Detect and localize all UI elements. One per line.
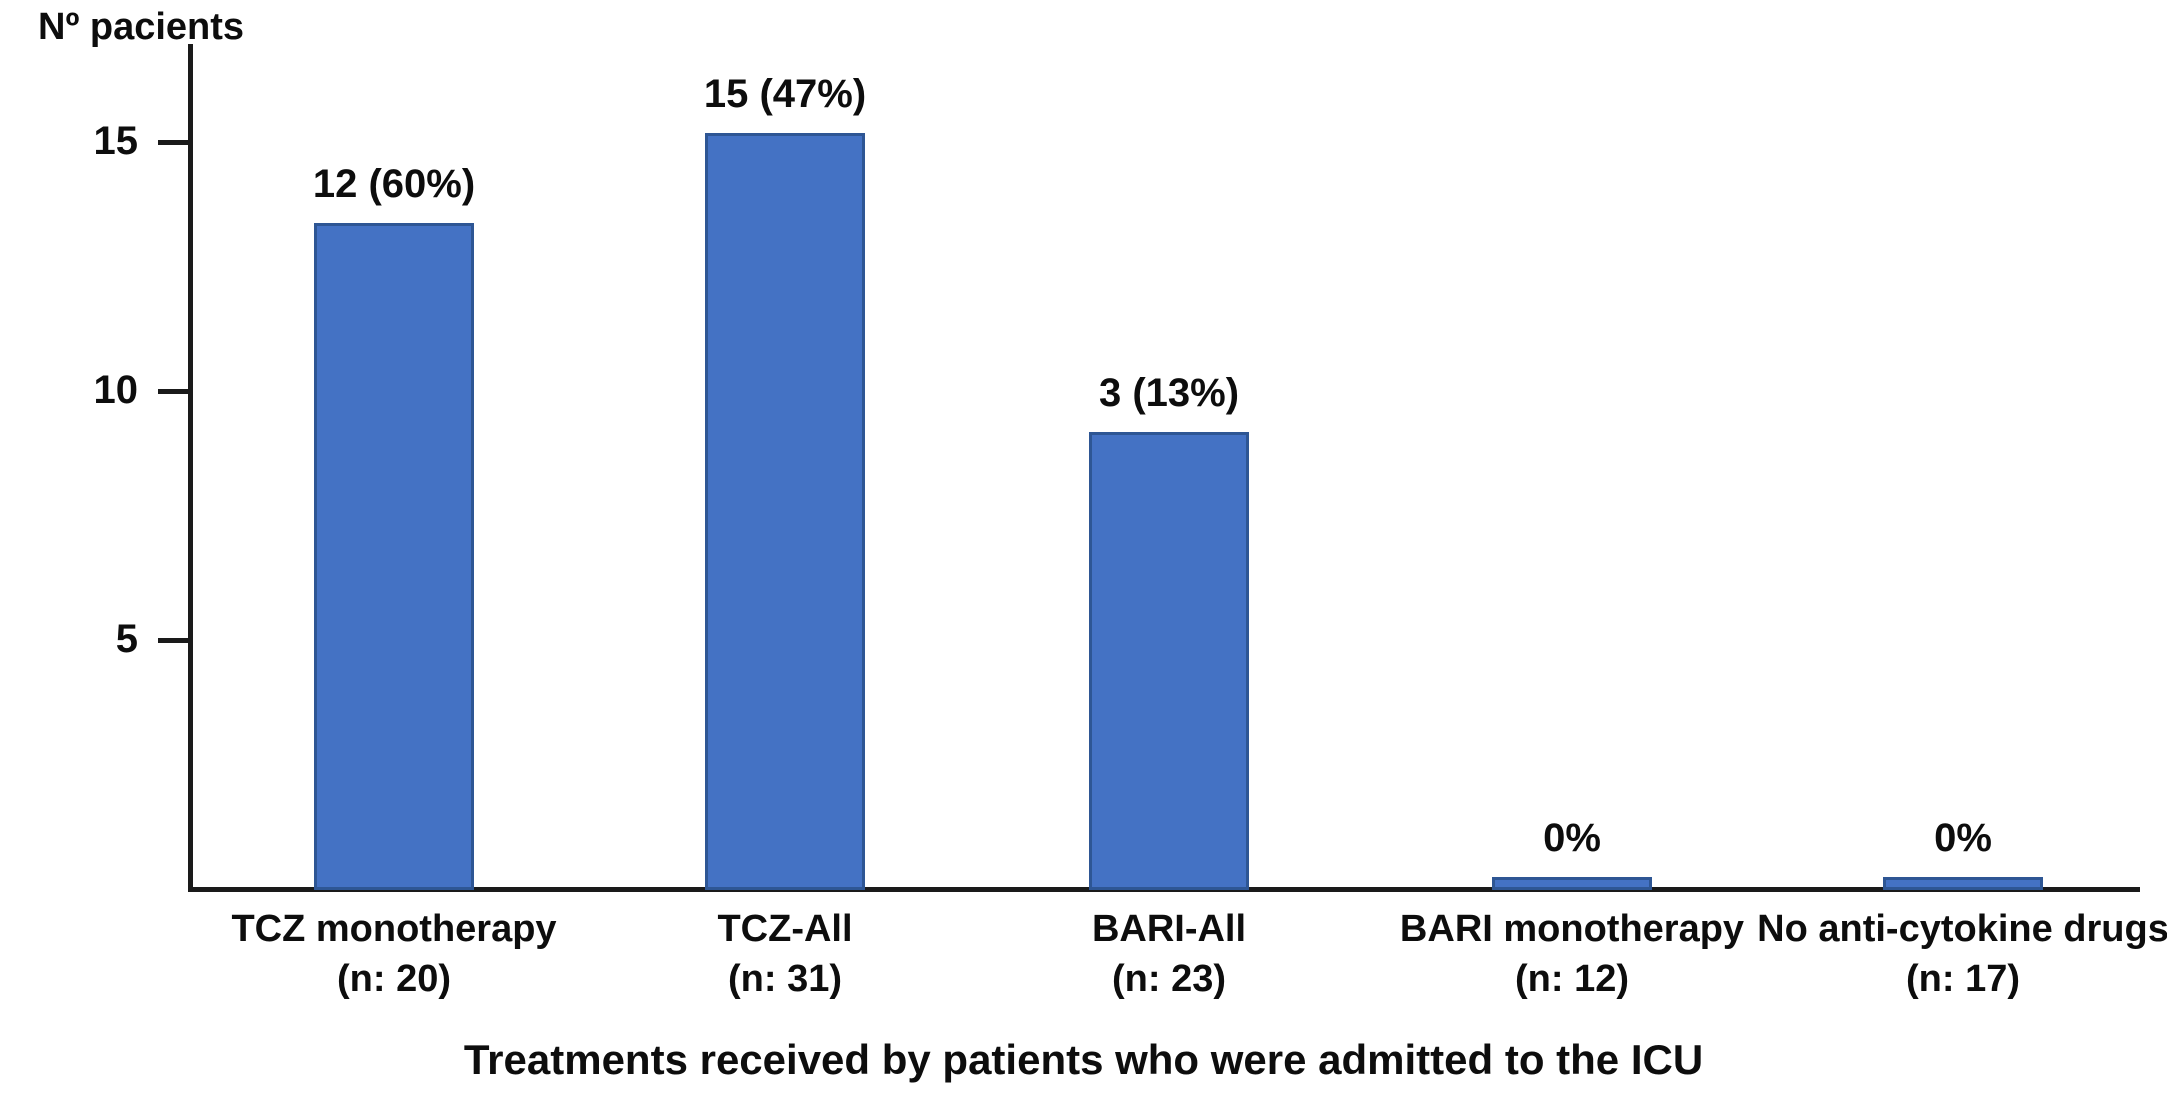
category-label: TCZ-All (n: 31) [717, 904, 852, 1004]
category-name: No anti-cytokine drugs [1757, 908, 2167, 950]
category-n-label: (n: 17) [1906, 958, 2020, 1000]
bar-value-label: 12 (60%) [312, 162, 476, 206]
category-name: BARI monotherapy [1399, 908, 1745, 950]
y-tick-mark [158, 140, 188, 145]
bar-column: 0% [1492, 816, 1652, 890]
bar-value-label: 15 (47%) [703, 72, 867, 116]
bar-column: 3 (13%) [1089, 371, 1249, 890]
y-tick-label: 10 [93, 368, 139, 412]
y-tick-mark [158, 638, 188, 643]
y-axis-line [188, 44, 193, 890]
category-n-label: (n: 12) [1514, 958, 1629, 1000]
category-label: BARI-All (n: 23) [1092, 904, 1246, 1004]
category-n-label: (n: 23) [1111, 958, 1226, 1000]
y-tick-label: 15 [93, 119, 139, 163]
bar [1492, 877, 1652, 890]
x-axis-category-labels: TCZ monotherapy (n: 20) TCZ-All (n: 31) BARI… [188, 904, 2167, 1014]
bar-column: 0% [1883, 816, 2043, 890]
chart-title: Treatments received by patients who were… [463, 1036, 1704, 1083]
bar-value-label: 0% [1934, 816, 1992, 860]
y-tick-label: 5 [115, 617, 138, 661]
category-n-label: (n: 20) [337, 958, 451, 1000]
bar [1089, 432, 1249, 890]
category-label: TCZ monotherapy (n: 20) [231, 904, 556, 1004]
bar-value-label: 0% [1543, 816, 1601, 860]
category-name: BARI-All [1091, 908, 1247, 950]
category-label: BARI monotherapy (n: 12) [1400, 904, 1744, 1004]
bar-column: 12 (60%) [312, 162, 476, 890]
bar [314, 223, 474, 890]
category-label: No anti-cytokine drugs (n: 17) [1757, 904, 2167, 1004]
bar [705, 133, 865, 890]
plot-area: 5 10 15 12 (60%) 15 (47%) 3 (13%) 0% 0% [94, 44, 2140, 892]
y-axis-title: Nº pacients [38, 6, 245, 48]
bar-column: 15 (47%) [703, 72, 867, 890]
category-name: TCZ monotherapy [231, 908, 557, 950]
category-name: TCZ-All [717, 908, 853, 950]
y-tick-mark [158, 389, 188, 394]
category-n-label: (n: 31) [727, 958, 842, 1000]
bar-value-label: 3 (13%) [1098, 371, 1240, 415]
bar [1883, 877, 2043, 890]
